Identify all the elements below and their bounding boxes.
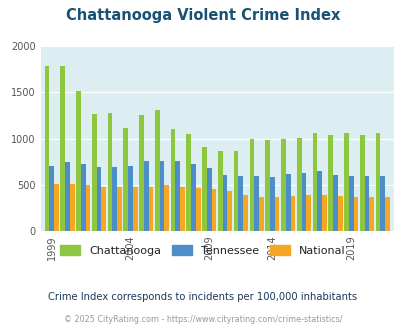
Bar [359,135,364,231]
Bar [222,175,227,231]
Bar [85,185,90,231]
Bar [328,135,332,231]
Bar [202,147,207,231]
Bar [70,184,75,231]
Bar [321,194,326,231]
Bar [196,188,200,231]
Bar [301,173,305,231]
Text: © 2025 CityRating.com - https://www.cityrating.com/crime-statistics/: © 2025 CityRating.com - https://www.city… [64,315,341,324]
Bar [217,150,222,231]
Bar [60,66,65,231]
Bar [353,197,358,231]
Bar [170,129,175,231]
Bar [155,110,159,231]
Bar [123,128,128,231]
Bar [191,164,196,231]
Bar [305,195,310,231]
Bar [207,168,211,231]
Bar [364,176,369,231]
Bar [92,114,96,231]
Bar [186,134,191,231]
Bar [139,115,143,231]
Bar [375,133,379,231]
Bar [348,176,353,231]
Bar [343,133,348,231]
Bar [96,167,101,231]
Bar [296,138,301,231]
Text: Crime Index corresponds to incidents per 100,000 inhabitants: Crime Index corresponds to incidents per… [48,292,357,302]
Bar [180,187,184,231]
Bar [107,113,112,231]
Bar [269,178,274,231]
Bar [337,196,342,231]
Bar [65,162,70,231]
Bar [159,161,164,231]
Bar [128,166,132,231]
Bar [274,197,279,231]
Bar [238,176,243,231]
Bar [143,161,148,231]
Bar [54,184,59,231]
Bar [112,167,117,231]
Bar [81,164,85,231]
Bar [285,174,290,231]
Bar [332,175,337,231]
Bar [211,189,216,231]
Bar [117,187,121,231]
Bar [312,133,317,231]
Bar [49,166,54,231]
Bar [369,197,373,231]
Bar [164,185,169,231]
Bar [379,176,384,231]
Bar [317,171,321,231]
Bar [290,196,294,231]
Bar [243,195,247,231]
Bar [148,187,153,231]
Legend: Chattanooga, Tennessee, National: Chattanooga, Tennessee, National [55,241,350,260]
Bar [254,177,258,231]
Bar [258,197,263,231]
Bar [227,191,232,231]
Bar [76,90,81,231]
Bar [101,187,106,231]
Bar [233,150,238,231]
Bar [175,161,180,231]
Bar [249,139,254,231]
Bar [384,197,389,231]
Bar [280,139,285,231]
Bar [264,140,269,231]
Text: Chattanooga Violent Crime Index: Chattanooga Violent Crime Index [66,8,339,23]
Bar [45,66,49,231]
Bar [132,187,137,231]
